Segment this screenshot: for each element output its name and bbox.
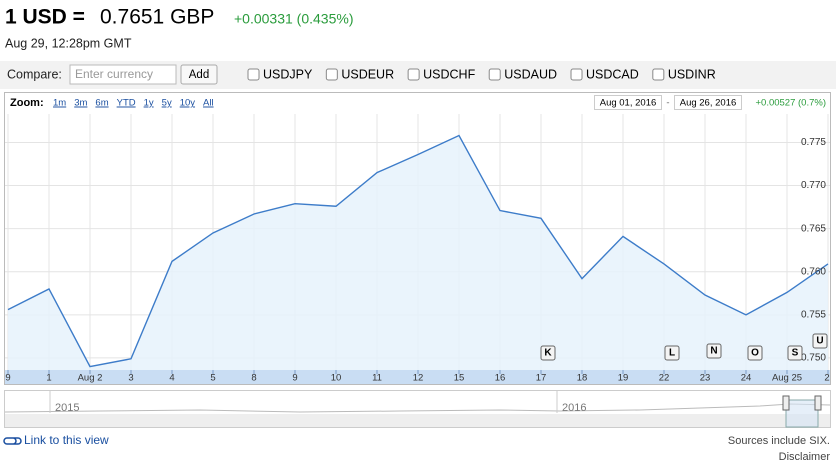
x-tick-label: 9 [292,373,297,384]
zoom-link[interactable]: 1y [144,98,154,109]
range-change: +0.00527 (0.7%) [755,98,826,109]
zoom-label: Zoom: [10,97,44,109]
y-tick-label: 0.755 [801,309,826,320]
sources: Sources include SIX. [728,435,830,447]
flag-label: N [710,346,717,357]
checkbox[interactable] [652,68,665,81]
y-tick-label: 0.750 [801,353,826,364]
x-tick-label: 23 [700,373,711,384]
x-tick-label: 16 [495,373,506,384]
compare-option: USDAUD [504,67,557,81]
checkbox[interactable] [325,68,338,81]
link-icon [3,437,22,445]
zoom-link[interactable]: 6m [95,98,108,109]
compare-placeholder: Enter currency [75,67,153,81]
flag-label: L [669,348,675,359]
x-tick-label: 2 [824,373,829,384]
checkbox[interactable] [570,68,583,81]
zoom-link[interactable]: 3m [74,98,87,109]
compare-option: USDEUR [341,67,394,81]
disclaimer[interactable]: Disclaimer [779,451,831,463]
x-tick-label: 12 [413,373,424,384]
nav-handle[interactable] [782,395,790,411]
change: +0.00331 (0.435%) [234,11,353,27]
flag[interactable] [787,345,803,361]
x-tick-label: 5 [210,373,215,384]
start-box[interactable] [594,95,662,110]
flag-label: O [751,348,759,359]
area [8,135,828,370]
x-tick-label: 15 [454,373,465,384]
zoom-link[interactable]: 1m [53,98,66,109]
rate: 0.7651 GBP [100,6,214,29]
x-tick-label: 3 [128,373,133,384]
pair: 1 USD = [5,6,85,29]
x-tick-label: 22 [659,373,670,384]
y-tick-label: 0.775 [801,137,826,148]
checkbox[interactable] [488,68,501,81]
scrollbar[interactable] [5,414,830,427]
y-tick-label: 0.760 [801,266,826,277]
x-tick-label: 11 [372,373,382,384]
nav-label: 2016 [562,402,586,414]
zoom-link[interactable]: YTD [117,98,136,109]
line [7,134,829,368]
flag[interactable] [747,345,763,361]
x-axis-band [5,370,830,384]
x-tick-label: 4 [169,373,174,384]
x-tick-label: 17 [536,373,547,384]
x-tick-label: Aug 2 [78,373,103,384]
flag[interactable] [540,345,556,361]
compare-label: Compare: [7,67,62,81]
compare-option: USDCAD [586,67,639,81]
time: Aug 29, 12:28pm GMT [5,36,132,50]
x-tick-label: Aug 25 [772,373,802,384]
link[interactable]: Link to this view [24,433,109,447]
x-tick-label: 24 [741,373,752,384]
nav-window[interactable] [785,399,819,428]
end-date: Aug 26, 2016 [680,98,737,109]
zoom-link[interactable]: 10y [180,98,196,109]
add-label: Add [189,69,209,81]
flag-label: U [816,336,823,347]
x-tick-label: 19 [618,373,629,384]
zoom-link[interactable]: All [203,98,214,109]
nav-handle[interactable] [814,395,822,411]
compare-input[interactable] [69,64,177,85]
end-box[interactable] [674,95,742,110]
x-tick-label: 10 [331,373,342,384]
flag[interactable] [812,333,828,349]
checkbox[interactable] [407,68,420,81]
flag[interactable] [706,343,722,359]
nav-label: 2015 [55,402,79,414]
y-tick-label: 0.770 [801,180,826,191]
x-tick-label: 8 [251,373,256,384]
start-date: Aug 01, 2016 [600,98,657,109]
flag-label: S [792,348,799,359]
x-tick-label: 18 [577,373,588,384]
flag-label: K [544,348,552,359]
x-tick-label: 1 [46,373,51,384]
y-tick-label: 0.765 [801,223,826,234]
flag[interactable] [664,345,680,361]
add-button[interactable] [180,64,218,85]
compare-option: USDINR [668,67,716,81]
compare-option: USDJPY [263,67,313,81]
separator: - [666,98,669,109]
zoom-link[interactable]: 5y [162,98,172,109]
checkbox[interactable] [247,68,260,81]
navigator-line [4,403,831,413]
x-tick-label: 9 [5,373,10,384]
compare-option: USDCHF [423,67,475,81]
